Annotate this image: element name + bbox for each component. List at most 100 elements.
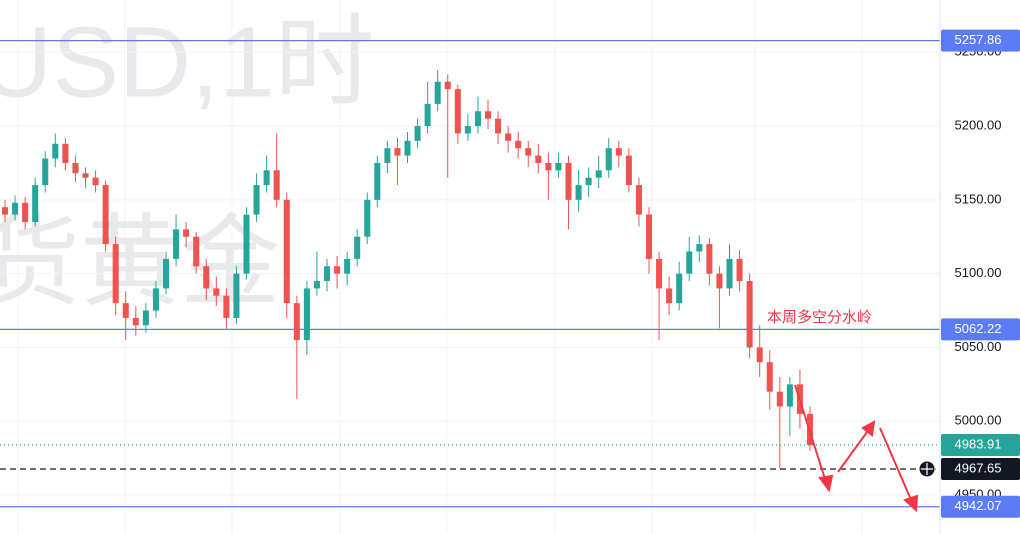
candle-body [786,384,793,407]
candle-body [162,258,170,289]
candle-body [344,258,351,274]
y-tick-label: 5050.00 [955,339,1002,354]
candle-body [625,155,632,186]
y-tick-label: 5150.00 [955,191,1002,206]
candle-body [414,126,421,141]
level-label-box [941,495,1020,518]
candle-body [273,170,280,200]
levels [0,40,940,508]
candle-body [454,89,461,134]
candle-body [193,236,200,267]
candle-body [82,173,89,178]
level-label: 4967.65 [955,460,1002,475]
level-label-box [941,433,1020,456]
candle-body [32,185,39,222]
candle-body [565,162,572,200]
candle-body [635,185,642,215]
candle-body [404,140,411,156]
candle-body [203,266,210,289]
y-tick-label: 5000.00 [955,413,1002,428]
candle-body [746,281,753,348]
candle-body [62,143,69,163]
candle-body [354,236,361,259]
level-label: 5257.86 [955,32,1002,47]
candle-body [756,347,763,363]
annotation: 本周多空分水岭 [767,309,872,326]
candle-body [173,229,180,259]
candle-body [585,177,592,186]
candle-body [766,362,773,392]
candle-body [223,295,230,318]
candle-body [505,133,512,141]
candle-body [263,170,270,186]
candle-body [605,148,612,171]
candle-body [253,185,260,215]
candle-body [183,229,190,237]
candle-body [1,207,9,215]
candle-body [243,214,250,274]
candle-body [615,148,622,156]
candle-body [535,155,542,163]
candle-body [656,258,663,289]
candle-body [525,148,532,156]
candle-body [575,185,582,200]
candle-body [132,317,139,326]
candle-body [515,140,522,149]
level-label-box [941,318,1020,341]
candle-body [394,148,401,156]
crosshair-icon [921,462,933,475]
candle-body [72,162,79,174]
candle-body [122,303,129,318]
candle-body [545,162,552,171]
candle-body [42,158,49,186]
watermark: USD,1时 [0,6,375,118]
candle-body [686,251,693,274]
level-label: 4942.07 [955,498,1002,513]
candle-body [52,143,59,159]
candle-body [595,170,602,178]
y-tick-label: 5200.00 [955,117,1002,132]
candle-body [464,126,471,134]
candle-body [716,273,723,289]
arrows [794,384,919,513]
candle-body [233,273,240,318]
candle-body [434,81,441,104]
candle-body [474,111,481,127]
candle-body [776,391,783,407]
candle-body [152,288,159,311]
watermark: 货黄金 [0,206,280,318]
candle-body [102,185,109,245]
level-label: 4983.91 [955,436,1002,451]
candle-body [676,273,683,304]
candle-body [726,258,733,289]
candle-body [444,81,451,90]
candle-body [283,199,290,304]
candle-body [424,103,431,127]
price-axis: 4950.005000.005050.005100.005150.005200.… [918,29,1020,518]
candle-body [364,199,371,237]
candle-body [696,244,703,252]
y-tick-label: 5100.00 [955,265,1002,280]
candle-body [666,288,673,304]
level-label: 5062.22 [955,321,1002,336]
candle-body [142,310,149,326]
candle-body [213,288,220,296]
level-label-box [941,29,1020,52]
candle-body [313,281,320,289]
candle-body [303,288,310,341]
candle-body [555,162,562,171]
candle-body [706,244,713,274]
candle-body [495,118,502,134]
candle-body [384,148,391,163]
level-label-box [941,457,1020,480]
candle-body [334,266,341,274]
candle-body [736,258,743,282]
candle-body [323,266,331,282]
candle-body [484,111,492,119]
candle-body [293,303,300,341]
candle-body [22,202,29,222]
candle-body [92,177,99,186]
